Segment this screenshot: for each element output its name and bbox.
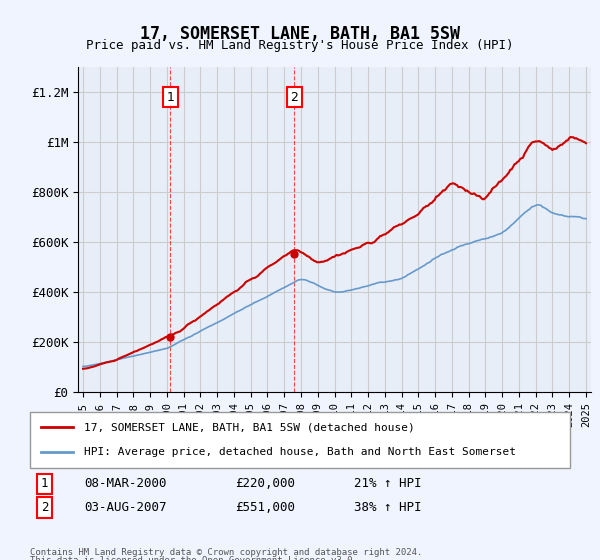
Text: 2: 2	[290, 91, 298, 104]
Text: 21% ↑ HPI: 21% ↑ HPI	[354, 477, 421, 491]
Text: HPI: Average price, detached house, Bath and North East Somerset: HPI: Average price, detached house, Bath…	[84, 447, 516, 457]
Text: 17, SOMERSET LANE, BATH, BA1 5SW (detached house): 17, SOMERSET LANE, BATH, BA1 5SW (detach…	[84, 422, 415, 432]
Text: 08-MAR-2000: 08-MAR-2000	[84, 477, 167, 491]
Text: 2: 2	[41, 501, 48, 514]
Text: 1: 1	[41, 477, 48, 491]
Text: 03-AUG-2007: 03-AUG-2007	[84, 501, 167, 514]
FancyBboxPatch shape	[30, 412, 570, 468]
Text: 17, SOMERSET LANE, BATH, BA1 5SW: 17, SOMERSET LANE, BATH, BA1 5SW	[140, 25, 460, 43]
Text: This data is licensed under the Open Government Licence v3.0.: This data is licensed under the Open Gov…	[30, 556, 358, 560]
Text: Price paid vs. HM Land Registry's House Price Index (HPI): Price paid vs. HM Land Registry's House …	[86, 39, 514, 52]
Text: £220,000: £220,000	[235, 477, 295, 491]
Text: 1: 1	[166, 91, 174, 104]
Text: Contains HM Land Registry data © Crown copyright and database right 2024.: Contains HM Land Registry data © Crown c…	[30, 548, 422, 557]
Text: 38% ↑ HPI: 38% ↑ HPI	[354, 501, 421, 514]
Text: £551,000: £551,000	[235, 501, 295, 514]
